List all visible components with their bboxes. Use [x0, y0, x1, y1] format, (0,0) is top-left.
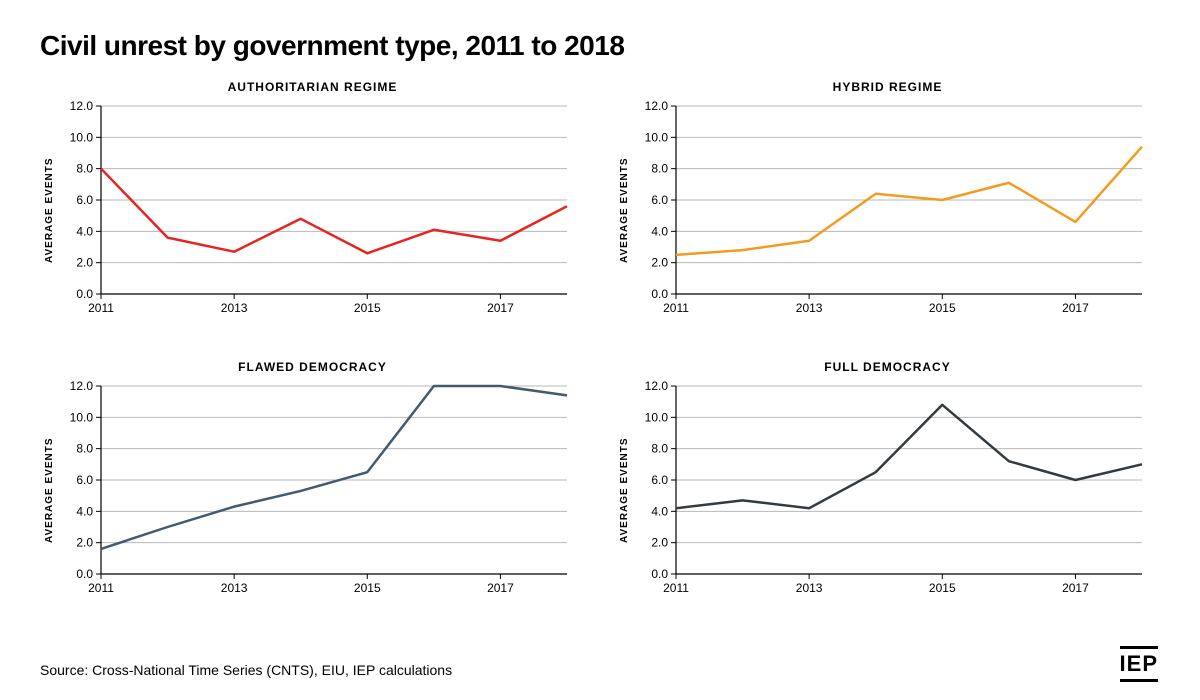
- y-tick-label: 12.0: [70, 100, 94, 113]
- y-tick-label: 4.0: [651, 224, 668, 238]
- y-axis-label: AVERAGE EVENTS: [615, 380, 634, 600]
- source-text: Source: Cross-National Time Series (CNTS…: [40, 662, 452, 678]
- y-tick-label: 2.0: [76, 536, 93, 550]
- y-tick-label: 10.0: [645, 130, 669, 144]
- y-tick-label: 6.0: [76, 473, 93, 487]
- x-tick-label: 2011: [88, 581, 114, 595]
- y-tick-label: 0.0: [76, 287, 93, 301]
- y-tick-label: 12.0: [70, 380, 94, 393]
- x-tick-label: 2013: [221, 301, 248, 315]
- x-tick-label: 2015: [929, 301, 956, 315]
- x-tick-label: 2017: [487, 301, 514, 315]
- chart-panel-hybrid: HYBRID REGIME AVERAGE EVENTS 0.0 2.0 4.0 6.0 8…: [615, 80, 1160, 340]
- x-tick-label: 2011: [88, 301, 114, 315]
- panel-title: AUTHORITARIAN REGIME: [40, 80, 585, 94]
- y-tick-label: 0.0: [651, 567, 668, 581]
- data-line-flawed: [101, 386, 567, 549]
- data-line-authoritarian: [101, 169, 567, 254]
- y-axis-label: AVERAGE EVENTS: [615, 100, 634, 320]
- y-tick-label: 2.0: [651, 256, 668, 270]
- chart-panel-flawed: FLAWED DEMOCRACY AVERAGE EVENTS 0.0 2.0 4.0 6…: [40, 360, 585, 620]
- y-tick-label: 4.0: [76, 224, 93, 238]
- y-tick-label: 12.0: [645, 380, 669, 393]
- y-tick-label: 2.0: [651, 536, 668, 550]
- y-tick-label: 8.0: [76, 442, 93, 456]
- x-tick-label: 2015: [354, 581, 381, 595]
- y-tick-label: 6.0: [76, 193, 93, 207]
- y-tick-label: 8.0: [651, 442, 668, 456]
- y-tick-label: 8.0: [651, 162, 668, 176]
- x-tick-label: 2011: [663, 301, 689, 315]
- y-tick-label: 10.0: [645, 410, 669, 424]
- data-line-hybrid: [676, 147, 1142, 255]
- y-tick-label: 10.0: [70, 130, 94, 144]
- y-tick-label: 8.0: [76, 162, 93, 176]
- chart-grid: AUTHORITARIAN REGIME AVERAGE EVENTS 0.0 2.0…: [40, 80, 1160, 620]
- y-tick-label: 0.0: [651, 287, 668, 301]
- y-tick-label: 2.0: [76, 256, 93, 270]
- x-tick-label: 2013: [221, 581, 248, 595]
- chart-panel-full: FULL DEMOCRACY AVERAGE EVENTS 0.0 2.0 4.0 6.0…: [615, 360, 1160, 620]
- x-tick-label: 2015: [354, 301, 381, 315]
- y-tick-label: 10.0: [70, 410, 94, 424]
- y-axis-label: AVERAGE EVENTS: [40, 380, 59, 600]
- chart-panel-authoritarian: AUTHORITARIAN REGIME AVERAGE EVENTS 0.0 2.0…: [40, 80, 585, 340]
- y-tick-label: 4.0: [76, 504, 93, 518]
- x-tick-label: 2011: [663, 581, 689, 595]
- data-line-full: [676, 405, 1142, 508]
- panel-title: FULL DEMOCRACY: [615, 360, 1160, 374]
- panel-title: FLAWED DEMOCRACY: [40, 360, 585, 374]
- x-tick-label: 2017: [487, 581, 514, 595]
- y-axis-label: AVERAGE EVENTS: [40, 100, 59, 320]
- panel-title: HYBRID REGIME: [615, 80, 1160, 94]
- x-tick-label: 2017: [1062, 301, 1089, 315]
- page-title: Civil unrest by government type, 2011 to…: [40, 30, 1160, 62]
- y-tick-label: 4.0: [651, 504, 668, 518]
- y-tick-label: 0.0: [76, 567, 93, 581]
- iep-logo: IEP: [1120, 646, 1158, 682]
- y-tick-label: 12.0: [645, 100, 669, 113]
- x-tick-label: 2015: [929, 581, 956, 595]
- y-tick-label: 6.0: [651, 193, 668, 207]
- y-tick-label: 6.0: [651, 473, 668, 487]
- x-tick-label: 2013: [796, 581, 823, 595]
- x-tick-label: 2013: [796, 301, 823, 315]
- x-tick-label: 2017: [1062, 581, 1089, 595]
